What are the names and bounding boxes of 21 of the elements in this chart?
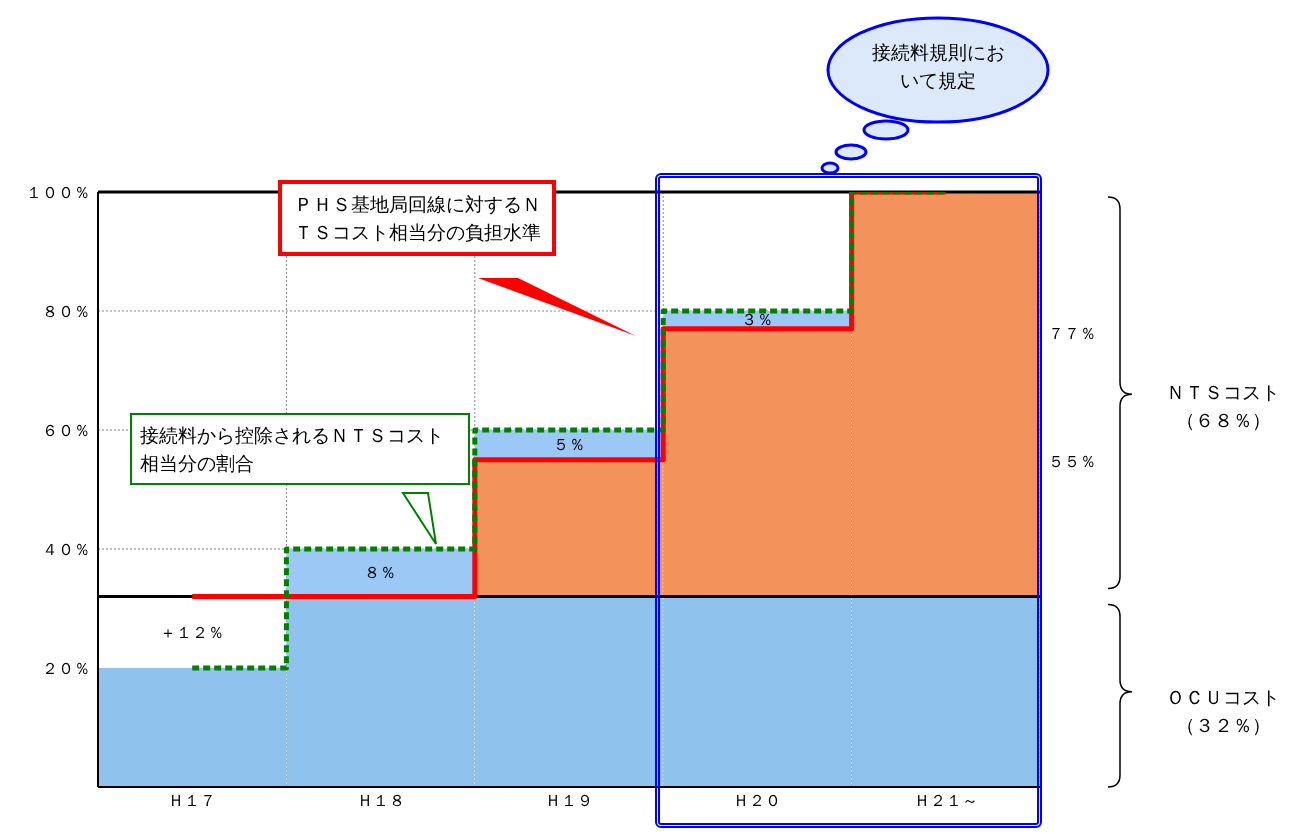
y-tick-label: ４０％ — [42, 539, 90, 559]
data-label: ＋１２％ — [160, 622, 224, 642]
text: ５５％ — [1048, 452, 1096, 472]
data-label: ８％ — [364, 563, 397, 583]
text: 接続料規則において規定 — [870, 40, 1006, 93]
y-tick-label: ６０％ — [42, 420, 90, 440]
x-tick-label: Ｈ１８ — [356, 791, 405, 811]
x-tick-label: Ｈ１７ — [168, 791, 217, 811]
y-tick-label: ２０％ — [42, 658, 90, 678]
x-tick-label: Ｈ１９ — [545, 791, 593, 811]
x-tick-label: Ｈ２１～ — [913, 791, 978, 811]
x-tick-label: Ｈ２０ — [733, 791, 782, 811]
y-tick-label: ８０％ — [42, 301, 90, 321]
annotation: 接続料から控除されるＮＴＳコスト相当分の割合 — [130, 413, 470, 485]
text: ７７％ — [1048, 324, 1096, 344]
data-label: ５％ — [552, 435, 585, 455]
data-label: ３％ — [741, 310, 774, 330]
annotation: ＰＨＳ基地局回線に対するＮＴＳコスト相当分の負担水準 — [278, 180, 556, 256]
text: ＮＴＳコスト（６８％） — [1165, 380, 1281, 433]
text: ＯＣＵコスト（３２％） — [1165, 685, 1281, 738]
y-tick-label: １００％ — [26, 182, 90, 202]
